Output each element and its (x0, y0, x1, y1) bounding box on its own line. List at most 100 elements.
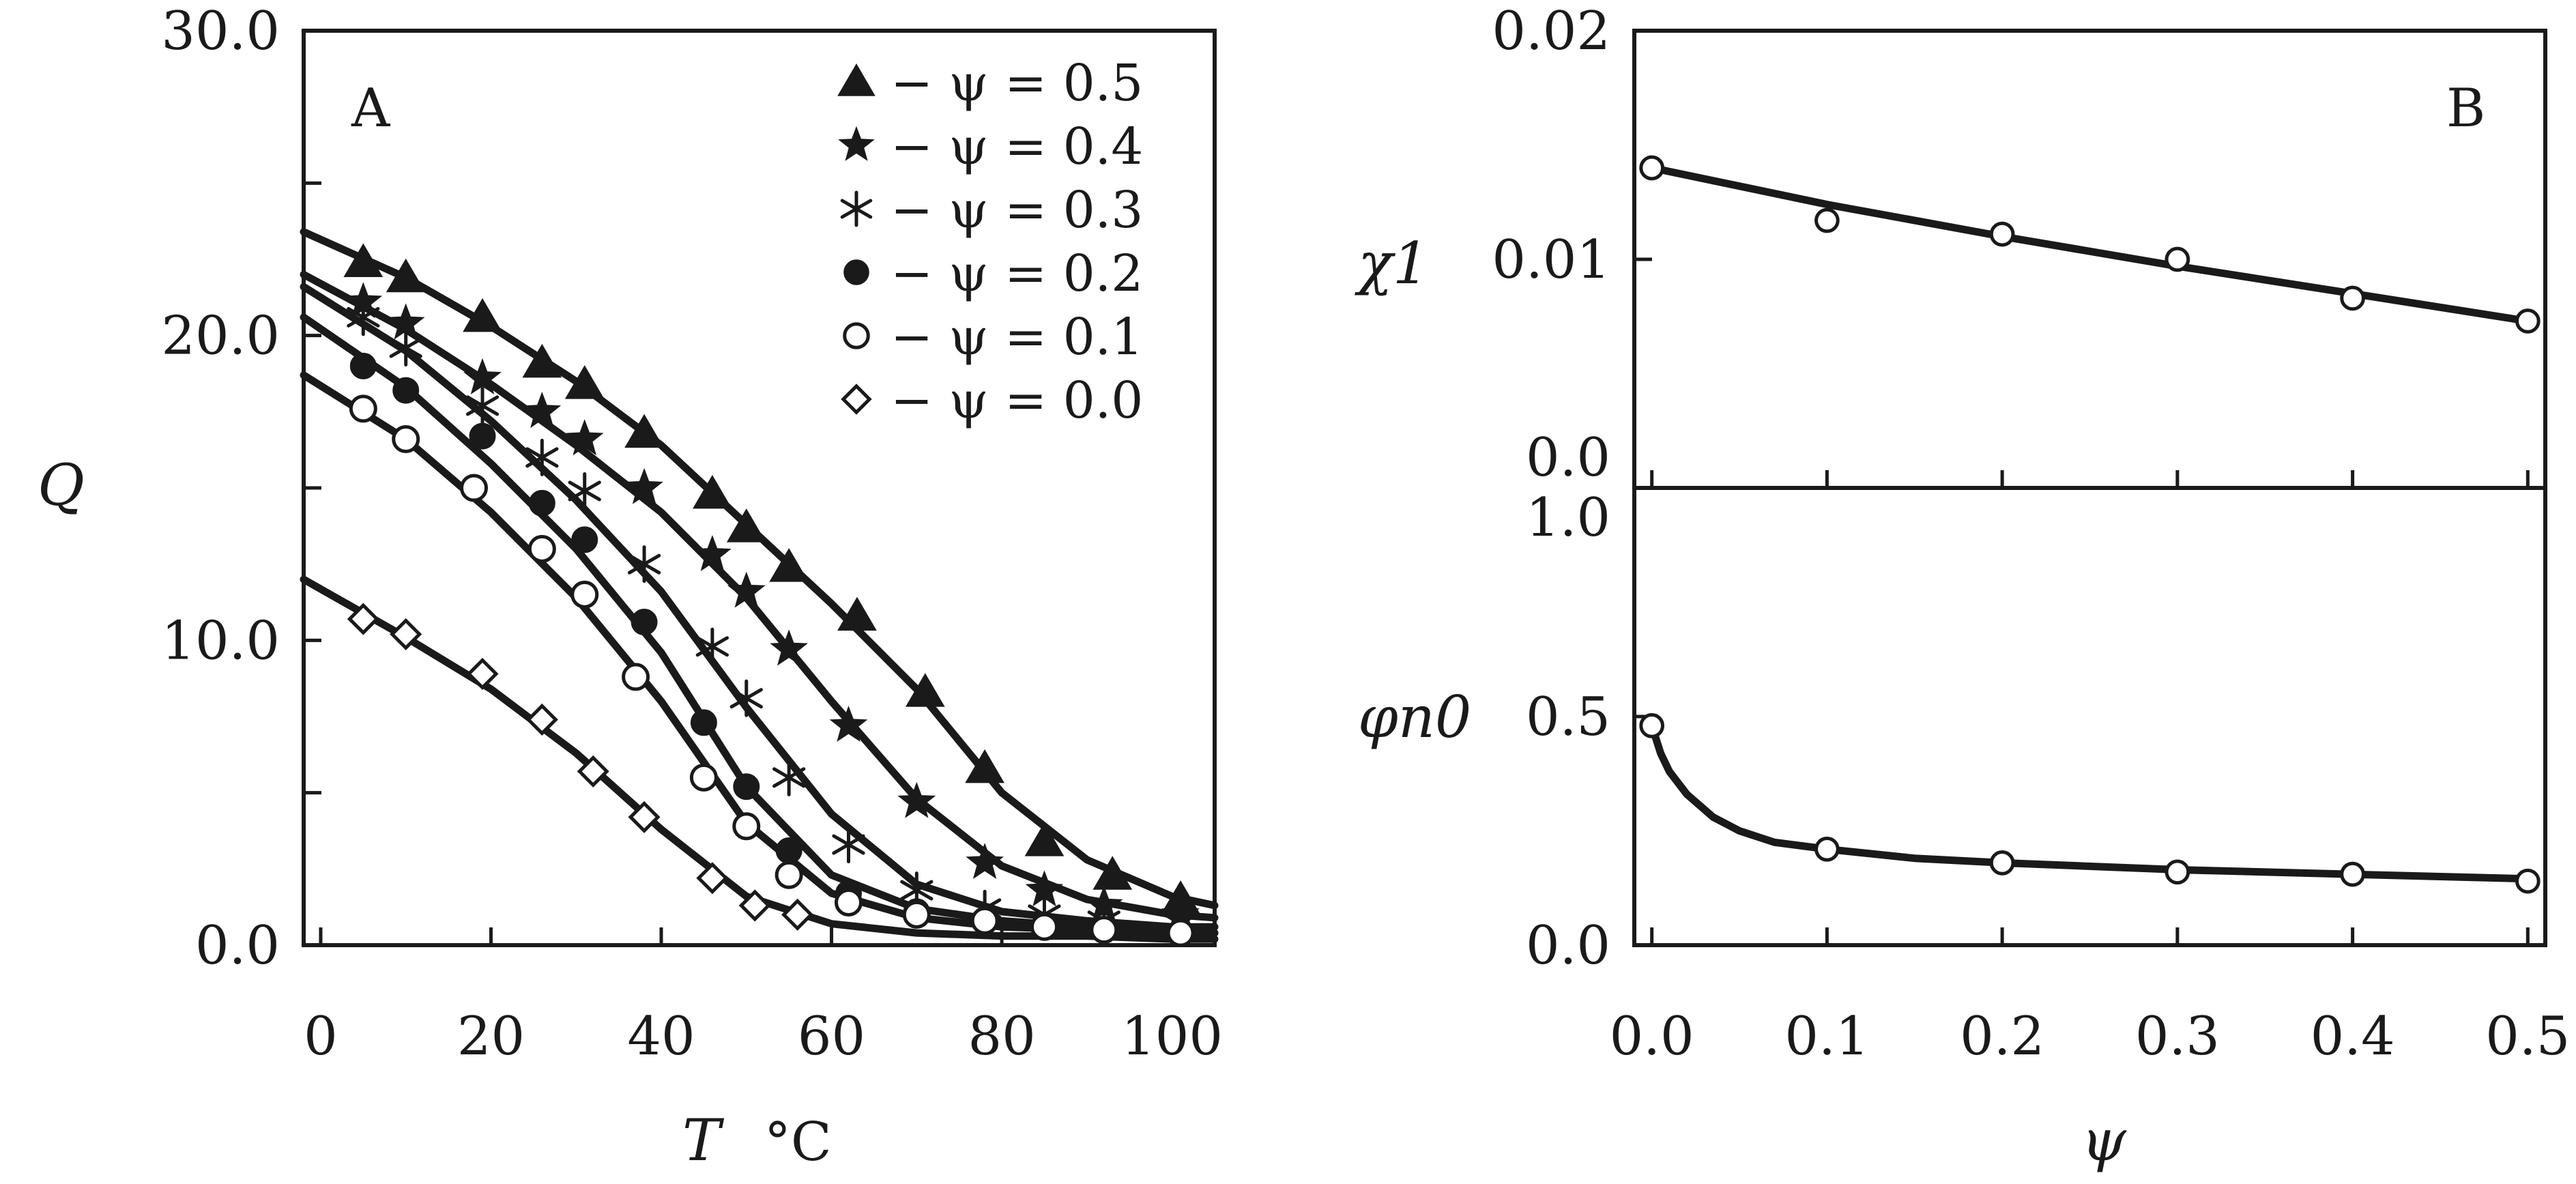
data-point-chi1 (1639, 155, 1665, 181)
data-point-psi-0.1 (349, 394, 377, 423)
panel-b-upper-frame (1632, 29, 2547, 490)
panel-a-xtick-label: 60 (798, 1006, 865, 1067)
data-point-psi-0.3 (729, 679, 763, 717)
fit-curve-phi-n0 (1648, 721, 2532, 883)
data-point-psi-0.5 (1092, 856, 1133, 890)
data-point-phi-n0 (1639, 713, 1665, 738)
data-point-psi-0.1 (622, 663, 650, 691)
data-point-psi-0.5 (837, 596, 877, 631)
panel-b-xtick-label: 0.0 (1610, 1006, 1694, 1067)
data-point-psi-0.5 (769, 548, 809, 582)
data-point-chi1 (2165, 246, 2190, 272)
data-point-psi-0.1 (392, 425, 420, 454)
panel-b-data-points (1639, 155, 2541, 894)
panel-b-lower-ylabel: φn0 (1358, 684, 1471, 751)
panel-a-legend: − ψ = 0.5− ψ = 0.4− ψ = 0.3− ψ = 0.2− ψ … (837, 54, 1143, 430)
panel-a-xtick-label: 40 (627, 1006, 695, 1067)
data-point-phi-n0 (2340, 861, 2365, 887)
panel-b-ticks: 0.0 0.1 0.2 0.3 0.4 0.5 0.0 0.01 0.02 0.0 0.5 1.0 (1492, 1, 2570, 1067)
legend-marker-psi-0.1 (843, 322, 870, 349)
fit-curve-psi-0.0 (300, 575, 1219, 943)
panel-b-lower-ytick-label: 1.0 (1526, 487, 1610, 549)
panel-a-label: A (351, 78, 391, 139)
panel-a-ytick-label: 20.0 (161, 306, 280, 367)
data-point-phi-n0 (1989, 850, 2015, 876)
data-point-psi-0.4 (693, 535, 732, 571)
legend-marker-psi-0.5 (837, 63, 875, 96)
panel-a-ytick-label: 10.0 (161, 610, 280, 672)
panel-a-ytick-label: 30.0 (161, 1, 280, 62)
data-point-chi1 (2515, 308, 2541, 334)
data-point-psi-0.3 (627, 545, 661, 583)
data-point-psi-0.3 (832, 826, 865, 864)
data-point-psi-0.2 (528, 489, 555, 517)
data-point-psi-0.5 (1024, 822, 1065, 856)
data-point-phi-n0 (1814, 836, 1840, 862)
panel-a-xlabel: T (682, 1107, 725, 1174)
legend-marker-psi-0.2 (843, 259, 869, 285)
data-point-psi-0.1 (570, 580, 599, 609)
data-point-psi-0.5 (564, 365, 605, 399)
data-point-psi-0.5 (624, 414, 664, 448)
panel-b-upper-ytick-label: 0.0 (1526, 427, 1610, 489)
data-point-psi-0.0 (347, 603, 379, 635)
legend-entry-psi-0.5: − ψ = 0.5 (891, 54, 1143, 113)
fit-curve-chi1 (1648, 164, 2532, 325)
data-point-psi-0.4 (523, 392, 562, 429)
data-point-psi-0.4 (727, 571, 766, 608)
data-point-psi-0.1 (1166, 919, 1195, 947)
panel-b-lower-ytick-label: 0.5 (1526, 687, 1610, 748)
data-point-psi-0.2 (690, 709, 717, 736)
panel-a-xunit: °C (764, 1112, 832, 1173)
data-point-psi-0.3 (695, 627, 729, 665)
data-point-psi-0.1 (527, 534, 556, 563)
data-point-psi-0.0 (577, 755, 609, 788)
data-point-psi-0.5 (343, 243, 383, 277)
panel-a-data-points (343, 243, 1200, 947)
panel-b-upper-ytick-label: 0.01 (1492, 229, 1610, 291)
data-point-psi-0.2 (631, 609, 658, 636)
data-point-psi-0.3 (389, 329, 422, 367)
data-point-psi-0.0 (738, 889, 771, 922)
data-point-psi-0.0 (781, 898, 814, 931)
data-point-psi-0.2 (349, 352, 377, 379)
panel-a-ylabel: Q (38, 452, 85, 519)
panel-b: 0.0 0.1 0.2 0.3 0.4 0.5 0.0 0.01 0.02 0.0 0.5 1.0 B… (1355, 1, 2570, 1174)
data-point-psi-0.4 (829, 706, 868, 742)
panel-a-ticks: 0 20 40 60 80 100 0.0 10.0 20.0 30.0 (161, 1, 1223, 1067)
legend-entry-psi-0.1: − ψ = 0.1 (891, 308, 1143, 366)
data-point-psi-0.5 (905, 673, 945, 707)
data-point-psi-0.5 (463, 298, 502, 332)
panel-b-fit-curves (1648, 164, 2532, 883)
data-point-psi-0.4 (770, 629, 808, 666)
data-point-psi-0.1 (835, 888, 863, 916)
legend-entry-psi-0.3: − ψ = 0.3 (891, 181, 1143, 240)
data-point-psi-0.1 (732, 812, 761, 841)
panel-b-xtick-label: 0.3 (2135, 1006, 2220, 1067)
data-point-psi-0.0 (628, 800, 661, 833)
data-point-psi-0.3 (568, 472, 601, 510)
panel-b-upper-ylabel: χ1 (1355, 230, 1429, 297)
data-point-psi-0.0 (525, 703, 558, 736)
data-point-psi-0.3 (772, 758, 806, 796)
data-point-psi-0.0 (390, 618, 422, 650)
data-point-chi1 (1989, 221, 2015, 247)
panel-b-xtick-label: 0.1 (1784, 1006, 1869, 1067)
data-point-psi-0.4 (966, 843, 1004, 880)
data-point-psi-0.0 (696, 862, 729, 895)
data-point-psi-0.4 (625, 467, 663, 504)
data-point-psi-0.3 (347, 298, 380, 336)
legend-marker-psi-0.3 (840, 190, 873, 227)
panel-a-xtick-label: 80 (968, 1006, 1035, 1067)
panel-b-upper-ytick-label: 0.02 (1492, 1, 1610, 62)
panel-b-xtick-label: 0.5 (2485, 1006, 2570, 1067)
data-point-psi-0.1 (1090, 916, 1118, 944)
panel-b-xlabel: ψ (2081, 1107, 2127, 1174)
data-point-phi-n0 (2165, 859, 2190, 885)
panel-a-xtick-label: 100 (1121, 1006, 1223, 1067)
panel-b-label: B (2446, 78, 2485, 139)
data-point-psi-0.2 (571, 526, 598, 553)
legend-entry-psi-0.0: − ψ = 0.0 (891, 371, 1143, 430)
